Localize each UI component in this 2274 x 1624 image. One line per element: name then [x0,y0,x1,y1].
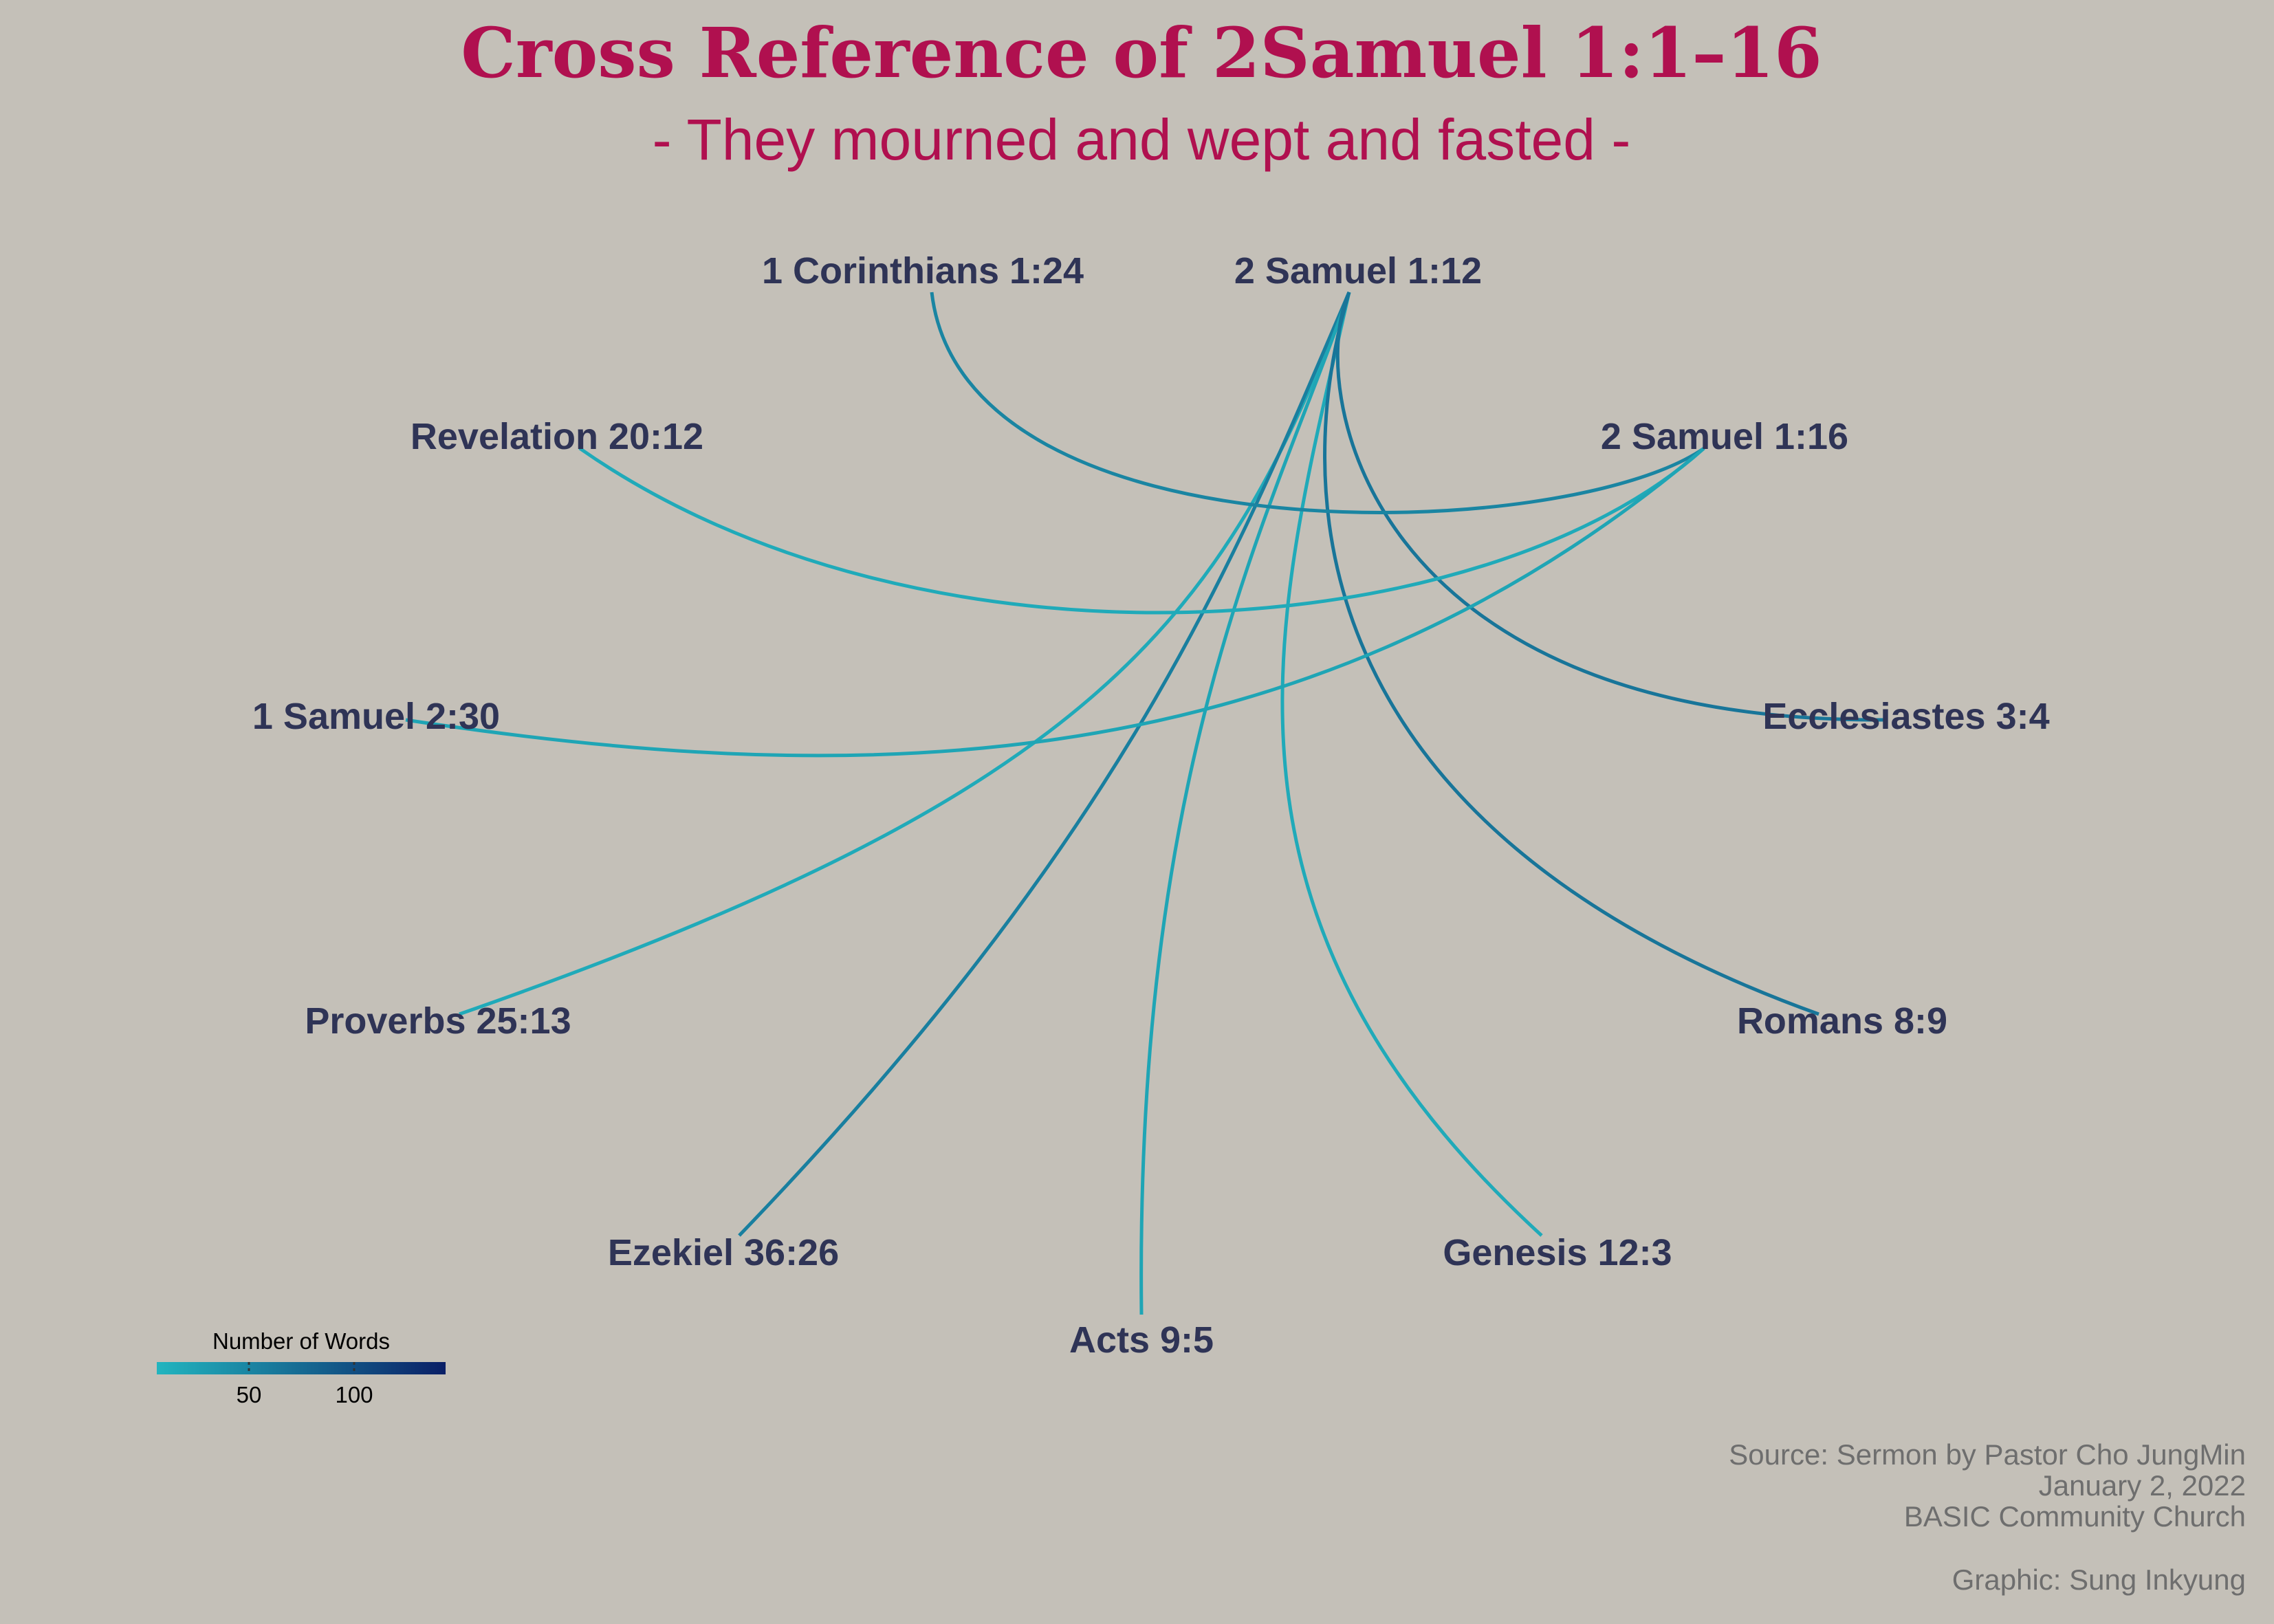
page-title: Cross Reference of 2Samuel 1:1–16 [461,12,1822,94]
node-label-ezekiel-36-26: Ezekiel 36:26 [608,1232,839,1273]
arc-s12-to-pro [459,292,1351,1016]
node-label-genesis-12-3: Genesis 12:3 [1443,1232,1672,1273]
node-label-romans-8-9: Romans 8:9 [1737,1000,1947,1042]
node-label-ecclesiastes-3-4: Ecclesiastes 3:4 [1762,696,2049,737]
node-label-proverbs-25-13: Proverbs 25:13 [305,1000,571,1042]
node-label-revelation-20-12: Revelation 20:12 [411,416,703,457]
caption-source: Source: Sermon by Pastor Cho JungMin [1729,1438,2246,1471]
reference-arcs [405,291,1885,1315]
arc-s12-to-gen [1280,292,1543,1237]
page-subtitle: - They mourned and wept and fasted - [653,107,1631,172]
node-label-2-samuel-1-12: 2 Samuel 1:12 [1234,250,1482,292]
legend-tick-100: 100 [335,1382,373,1407]
caption-graphic-credit: Graphic: Sung Inkyung [1952,1563,2246,1596]
node-labels: 1 Corinthians 1:24 2 Samuel 1:12 Revelat… [252,250,2050,1361]
caption: Source: Sermon by Pastor Cho JungMin Jan… [1729,1438,2246,1596]
arc-s12-to-ecc [1335,291,1885,722]
arc-rev-to-s16 [578,446,1705,615]
arc-s12-to-act [1139,292,1351,1315]
node-label-1-corinthians-1-24: 1 Corinthians 1:24 [762,250,1084,292]
arc-s12-to-eze [738,292,1351,1237]
legend-color-bar [157,1362,446,1374]
legend-tick-50: 50 [237,1382,262,1407]
node-label-acts-9-5: Acts 9:5 [1069,1319,1214,1361]
node-label-1-samuel-2-30: 1 Samuel 2:30 [252,696,500,737]
arc-cor-to-s16 [930,292,1705,514]
legend: Number of Words 50 100 [157,1328,446,1407]
legend-title: Number of Words [212,1328,390,1354]
caption-church: BASIC Community Church [1904,1500,2246,1533]
arc-sam-to-s16 [405,447,1705,758]
arc-s12-to-rom [1323,292,1819,1016]
node-label-2-samuel-1-16: 2 Samuel 1:16 [1601,416,1848,457]
caption-date: January 2, 2022 [2039,1469,2246,1502]
